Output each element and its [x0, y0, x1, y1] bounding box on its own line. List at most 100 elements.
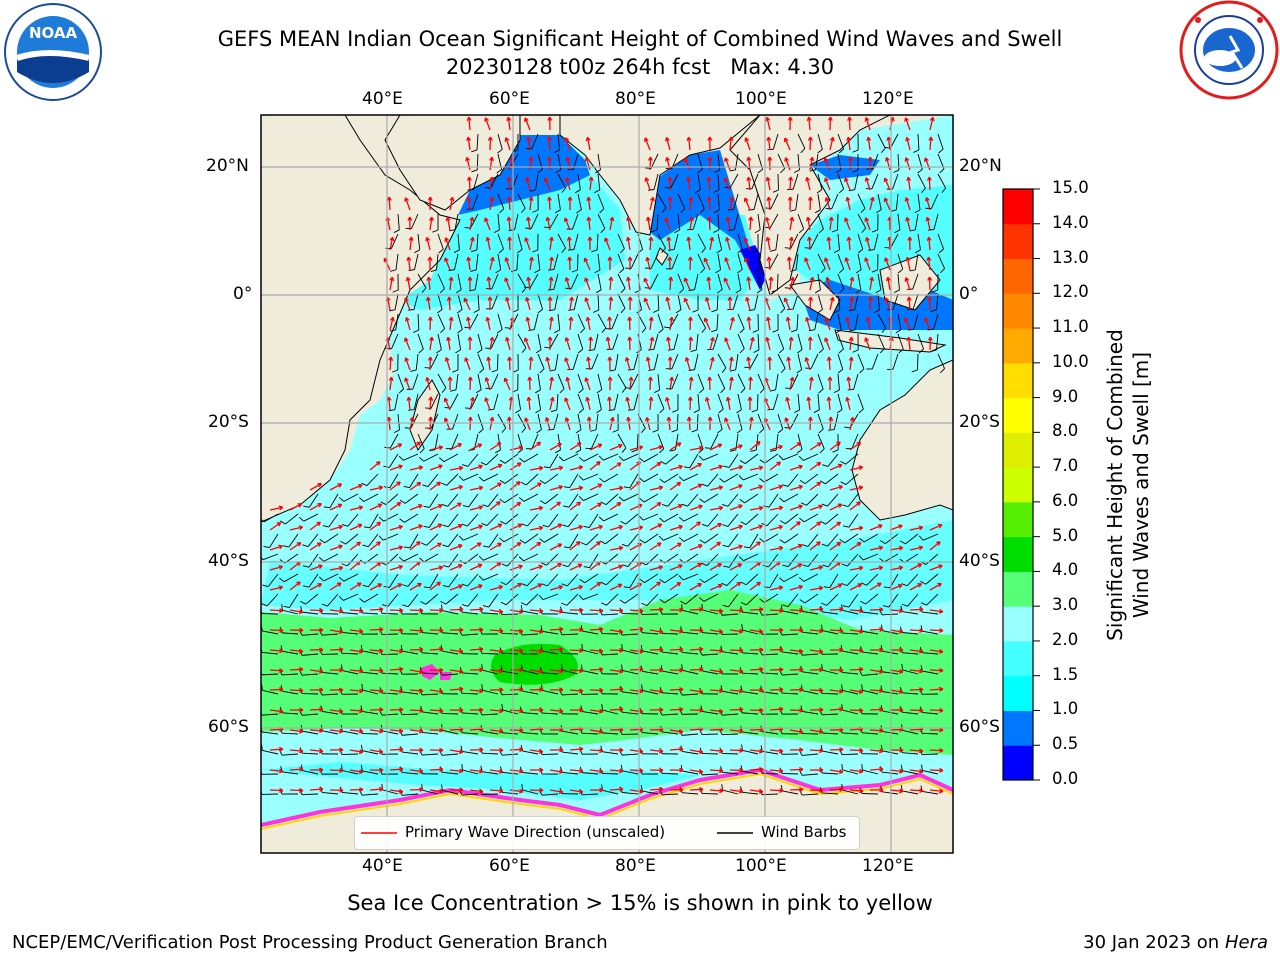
wave-arrow-head — [508, 196, 512, 201]
wind-barb-flag — [858, 555, 864, 561]
wind-barb — [362, 671, 379, 675]
wave-arrow-head — [905, 197, 910, 201]
wave-direction-arrow — [646, 417, 651, 431]
wave-arrow-head — [884, 257, 889, 261]
wave-arrow-head — [905, 277, 910, 281]
wind-barb — [847, 553, 859, 567]
wind-barb-flag — [561, 583, 568, 587]
wave-arrow-head — [906, 136, 910, 141]
wind-barb — [404, 513, 419, 523]
colorbar-frame — [1002, 188, 1034, 781]
wind-barb-flag — [547, 289, 554, 291]
wave-direction-arrow — [509, 501, 521, 511]
wave-arrow-head — [439, 669, 444, 673]
wave-direction-arrow — [789, 442, 802, 451]
wind-barb — [822, 630, 839, 635]
wind-barb-flag — [757, 168, 763, 174]
wave-arrow-head — [527, 216, 531, 221]
wave-arrow-head — [419, 749, 424, 753]
wind-barb — [777, 273, 779, 291]
wave-direction-arrow — [626, 397, 631, 411]
wind-barb — [782, 610, 799, 615]
wave-arrow-head — [505, 257, 510, 261]
wind-barb — [455, 373, 459, 390]
wind-barb-flag — [600, 228, 606, 234]
wind-barb-flag — [598, 516, 604, 522]
wave-direction-arrow — [429, 396, 432, 411]
wave-arrow-head — [584, 257, 589, 262]
wind-barb-flag — [855, 289, 862, 294]
wind-barb-flag — [699, 597, 705, 602]
wave-arrow-head — [699, 709, 704, 713]
wave-direction-arrow — [505, 137, 511, 151]
wind-barb — [689, 453, 699, 468]
wind-barb — [601, 772, 619, 775]
wind-barb-flag — [563, 546, 570, 549]
wind-barb — [737, 373, 746, 389]
wind-barb — [597, 273, 602, 290]
wind-barb — [857, 353, 865, 370]
wind-barb — [546, 553, 559, 566]
wind-barb-flag — [849, 329, 856, 332]
wave-arrow-head — [919, 688, 924, 693]
wind-barb — [936, 333, 939, 350]
wind-barb — [742, 731, 759, 735]
wind-barb — [362, 793, 379, 796]
wave-direction-arrow — [689, 668, 704, 671]
wind-barb-flag — [836, 409, 843, 414]
wind-barb — [772, 133, 779, 150]
wind-barb — [549, 453, 559, 468]
wave-direction-arrow — [889, 629, 903, 633]
wave-arrow-head — [388, 416, 392, 421]
wind-barb-flag — [300, 600, 306, 605]
wind-barb — [502, 753, 519, 756]
wind-barb-flag — [652, 429, 659, 433]
wave-direction-arrow — [629, 481, 641, 491]
wind-barb-flag — [740, 388, 746, 394]
wind-barb-flag — [802, 564, 809, 568]
wave-direction-arrow — [568, 236, 571, 251]
wave-direction-arrow — [646, 357, 651, 371]
wave-arrow-head — [618, 584, 623, 589]
wave-arrow-head — [527, 276, 532, 281]
wave-arrow-head — [758, 581, 762, 587]
wind-barb-flag — [938, 148, 944, 154]
wind-barb — [895, 193, 899, 210]
wind-barb — [577, 193, 582, 210]
wind-barb-flag — [571, 269, 578, 273]
wave-arrow-head — [430, 396, 434, 401]
wave-arrow-head — [418, 770, 424, 774]
wave-arrow-head — [379, 608, 384, 612]
wind-barb — [792, 293, 799, 310]
wave-arrow-head — [766, 236, 771, 241]
wave-arrow-head — [679, 648, 684, 653]
wave-direction-arrow — [769, 561, 781, 571]
wave-direction-arrow — [749, 768, 764, 771]
wave-arrow-head — [809, 336, 813, 341]
wind-barb-flag — [820, 520, 826, 525]
wave-arrow-head — [718, 711, 724, 714]
wave-arrow-head — [838, 441, 841, 446]
wind-barb-flag — [499, 479, 506, 484]
wave-direction-arrow — [585, 297, 591, 311]
wave-direction-arrow — [669, 688, 684, 691]
wind-barb-flag — [728, 229, 735, 231]
wind-barb — [283, 573, 299, 583]
wind-barb — [395, 253, 399, 270]
wind-barb-flag — [620, 308, 626, 314]
wind-barb-flag — [458, 475, 464, 481]
wave-direction-arrow — [909, 526, 923, 531]
wave-arrow-head — [759, 729, 764, 733]
wave-arrow-head — [725, 257, 729, 261]
wind-barb — [742, 611, 759, 615]
wave-arrow-head — [429, 356, 433, 361]
wind-barb — [627, 553, 639, 567]
wave-arrow-head — [659, 445, 663, 450]
wind-barb-flag — [399, 499, 406, 504]
wave-arrow-head — [885, 297, 890, 301]
wave-direction-arrow — [724, 337, 731, 351]
wind-barb-flag — [537, 169, 543, 174]
wave-direction-arrow — [489, 442, 502, 451]
wave-arrow-head — [790, 336, 794, 342]
wave-arrow-head — [906, 216, 911, 221]
